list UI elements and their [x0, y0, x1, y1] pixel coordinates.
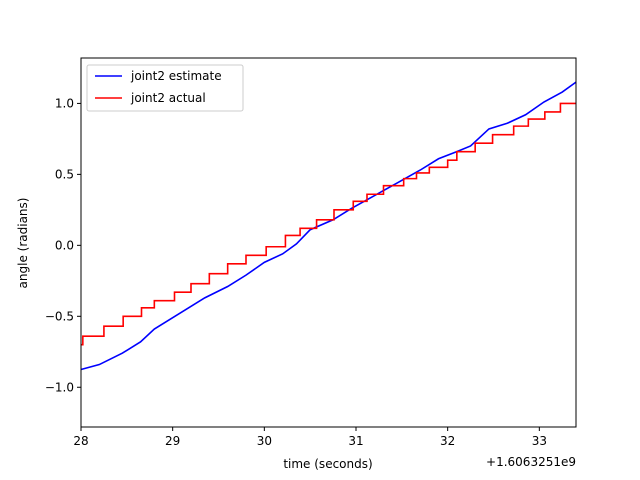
legend-label-joint2-actual: joint2 actual [130, 91, 206, 105]
y-tick-label: 0.5 [55, 167, 74, 181]
x-tick-label: 30 [257, 434, 272, 448]
x-tick-label: 33 [532, 434, 547, 448]
x-axis: 28 29 30 31 32 33 [73, 427, 547, 448]
legend: joint2 estimate joint2 actual [86, 64, 244, 112]
x-tick-label: 31 [348, 434, 363, 448]
x-axis-label: time (seconds) [283, 457, 372, 471]
plot-frame [80, 57, 577, 428]
x-tick-label: 28 [73, 434, 88, 448]
y-tick-label: 1.0 [55, 96, 74, 110]
x-tick-label: 29 [165, 434, 180, 448]
y-tick-label: 0.0 [55, 238, 74, 252]
x-tick-label: 32 [440, 434, 455, 448]
series-line-joint2-estimate [80, 81, 577, 371]
legend-frame [86, 64, 244, 112]
y-tick-label: −1.0 [45, 380, 74, 394]
series-line-joint2-actual [81, 102, 576, 346]
y-tick-label: −0.5 [45, 309, 74, 323]
legend-label-joint2-estimate: joint2 estimate [130, 69, 222, 83]
x-axis-offset-label: +1.6063251e9 [486, 455, 576, 469]
y-axis: −1.0 −0.5 0.0 0.5 1.0 [45, 96, 81, 394]
y-axis-label: angle (radians) [16, 198, 30, 289]
plot-lines [80, 81, 577, 371]
